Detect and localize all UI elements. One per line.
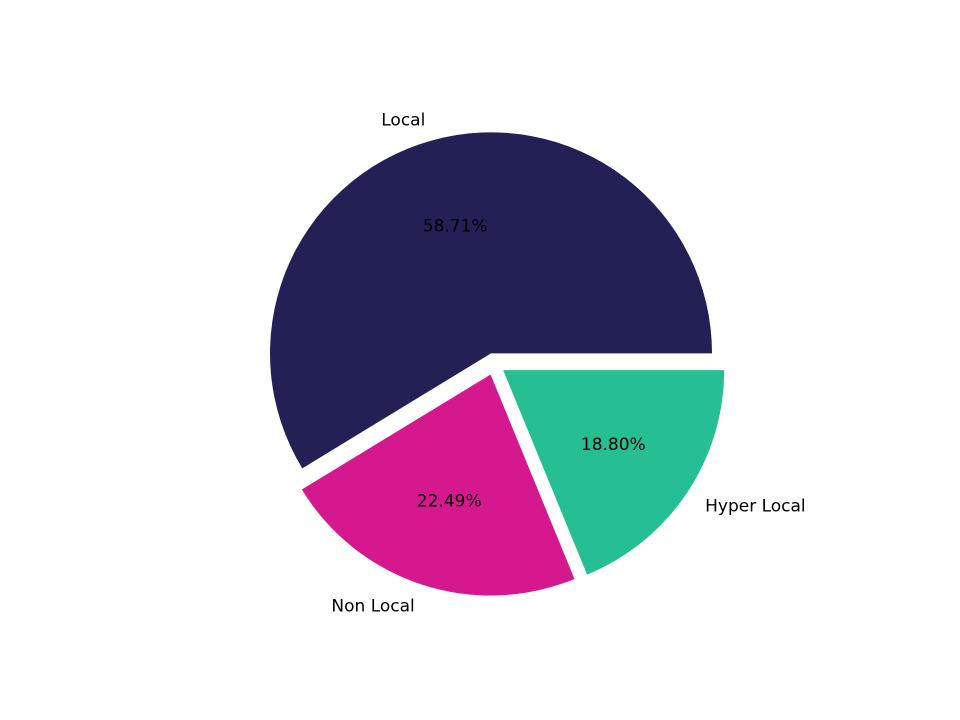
pie-pct-label-hyper-local: 18.80% bbox=[581, 435, 646, 455]
pie-category-label-non-local: Non Local bbox=[331, 596, 414, 616]
pie-slice-hyper-local bbox=[503, 370, 725, 575]
pie-category-label-hyper-local: Hyper Local bbox=[705, 496, 806, 516]
pie-slice-local bbox=[270, 132, 713, 469]
pie-category-label-local: Local bbox=[381, 110, 425, 130]
pie-slice-non-local bbox=[301, 374, 575, 596]
pie-pct-label-local: 58.71% bbox=[423, 217, 488, 237]
pie-pct-label-non-local: 22.49% bbox=[417, 491, 482, 511]
